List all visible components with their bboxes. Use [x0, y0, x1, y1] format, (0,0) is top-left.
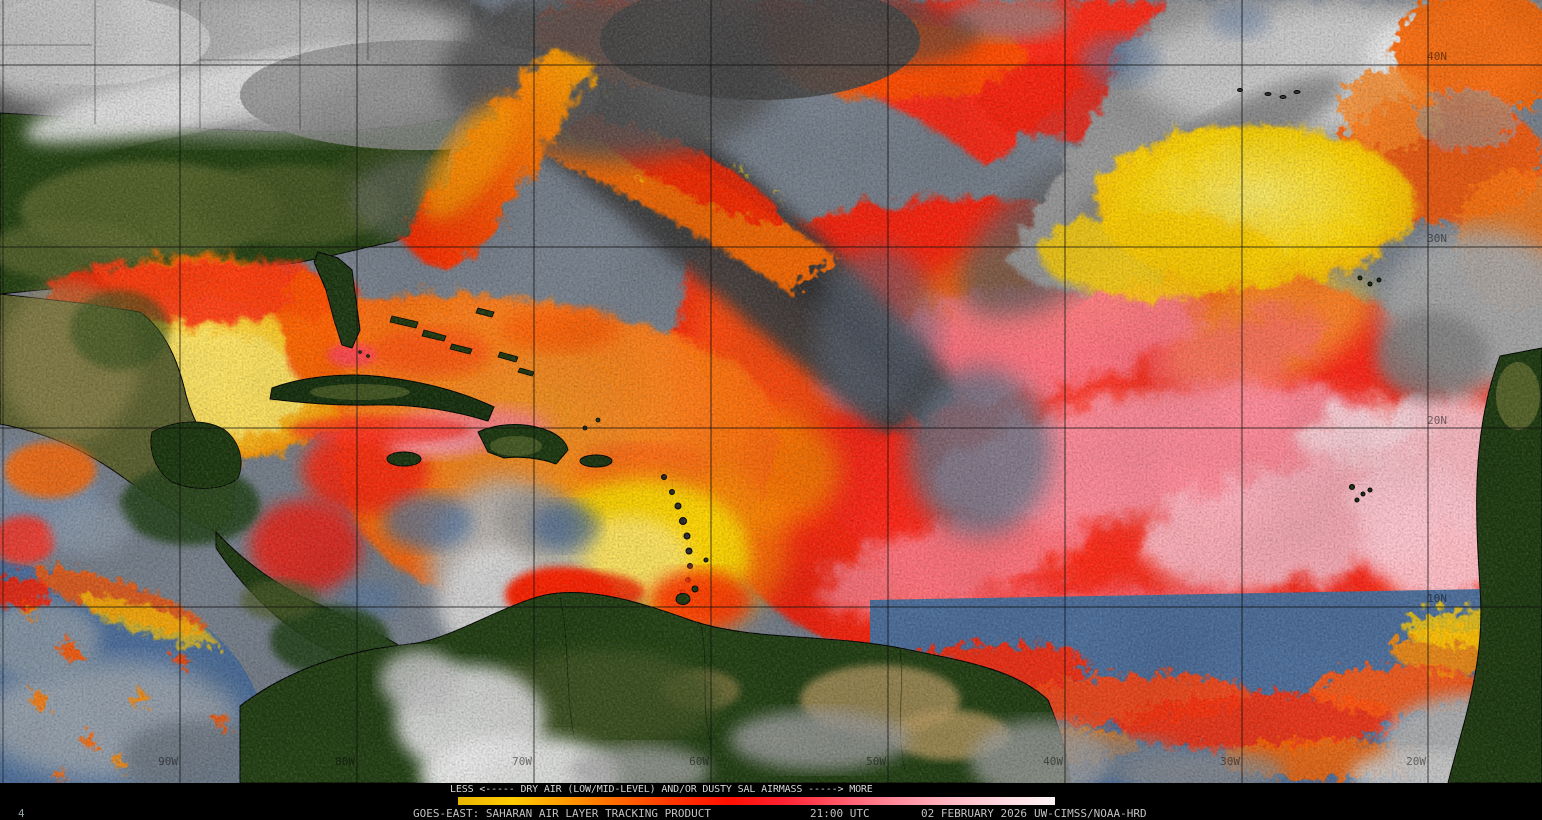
mottle-overlay	[0, 0, 1542, 783]
product-title: GOES-EAST: SAHARAN AIR LAYER TRACKING PR…	[413, 807, 712, 820]
lon-label: 60W	[689, 755, 709, 768]
footer-bar: LESS <----- DRY AIR (LOW/MID-LEVEL) AND/…	[0, 783, 1542, 820]
lat-label: 20N	[1427, 414, 1447, 427]
lat-label: 30N	[1427, 232, 1447, 245]
timestamp-utc: 21:00 UTC	[810, 807, 870, 820]
lon-label: 70W	[512, 755, 532, 768]
lon-label: 50W	[866, 755, 886, 768]
lon-label: 90W	[158, 755, 178, 768]
lon-label: 40W	[1043, 755, 1063, 768]
legend-gradient-bar	[458, 797, 1055, 805]
lon-label: 30W	[1220, 755, 1240, 768]
frame-number: 4	[18, 807, 25, 820]
legend-scale-text: LESS <----- DRY AIR (LOW/MID-LEVEL) AND/…	[450, 784, 873, 795]
lat-lon-grid	[0, 0, 1542, 783]
credit-text: UW-CIMSS/NOAA-HRD	[1034, 807, 1147, 820]
lon-label: 80W	[335, 755, 355, 768]
product-date: 02 FEBRUARY 2026	[921, 807, 1027, 820]
grid-labels: 40N 30N 20N 10N 90W 80W 70W 60W 50W 40W …	[158, 50, 1447, 768]
satellite-map: 40N 30N 20N 10N 90W 80W 70W 60W 50W 40W …	[0, 0, 1542, 783]
product-info-row: GOES-EAST: SAHARAN AIR LAYER TRACKING PR…	[0, 807, 1542, 820]
lon-label: 20W	[1406, 755, 1426, 768]
lat-label: 10N	[1427, 592, 1447, 605]
lat-label: 40N	[1427, 50, 1447, 63]
